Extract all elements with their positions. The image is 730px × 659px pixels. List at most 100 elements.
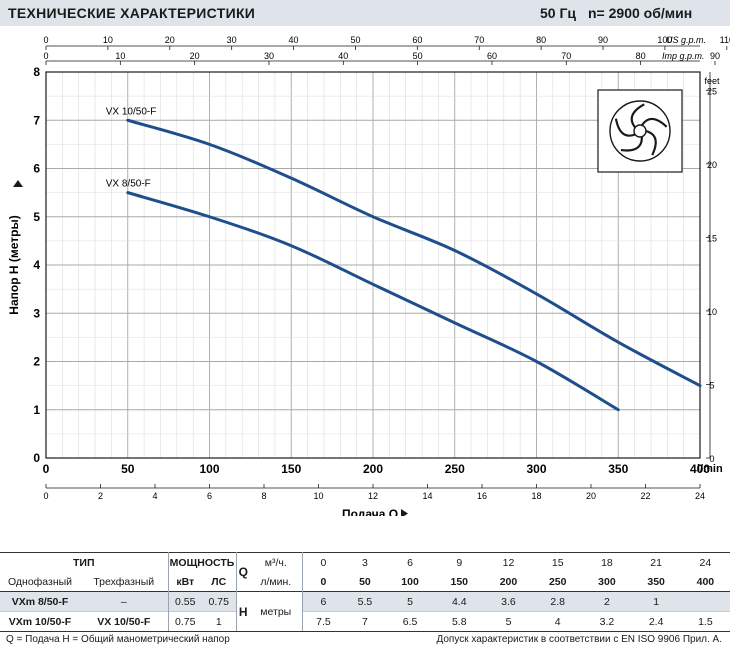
hp-header: ЛС — [202, 572, 237, 592]
us-gpm-tick-label: 30 — [227, 35, 237, 45]
m3h-tick-label: 0 — [43, 491, 48, 501]
impeller-blade — [640, 117, 668, 128]
power-kw: 0.55 — [168, 591, 202, 612]
impeller-blade — [614, 118, 636, 137]
q-unit-m3: м³/ч. — [250, 552, 303, 572]
q-l-cell: 50 — [344, 572, 386, 592]
head-cell: 4.4 — [434, 591, 484, 612]
feet-tick-label: 10 — [707, 307, 717, 317]
head-cell: 6.5 — [385, 611, 435, 632]
y-tick-label: 4 — [33, 258, 40, 272]
y-tick-label: 3 — [33, 306, 40, 320]
spec-table: ТИП МОЩНОСТЬ Q м³/ч. 0 3 6 9 12 15 18 21… — [0, 552, 730, 632]
m3h-tick-label: 16 — [477, 491, 487, 501]
imp-gpm-tick-label: 70 — [561, 51, 571, 61]
us-gpm-tick-label: 50 — [350, 35, 360, 45]
head-cell: 2.4 — [631, 611, 681, 632]
y-tick-label: 5 — [33, 210, 40, 224]
imp-gpm-tick-label: 30 — [264, 51, 274, 61]
y-tick-label: 6 — [33, 162, 40, 176]
q-m3-cell: 21 — [631, 552, 681, 572]
m3h-tick-label: 22 — [640, 491, 650, 501]
impeller-blade — [630, 103, 645, 129]
impeller-hub — [633, 124, 647, 138]
three-phase-header: Трехфазный — [80, 572, 169, 592]
us-gpm-tick-label: 60 — [412, 35, 422, 45]
frequency-label: 50 Гц — [540, 5, 577, 21]
arrow-up-icon — [13, 180, 23, 187]
us-gpm-tick-label: 20 — [165, 35, 175, 45]
y-tick-label: 2 — [33, 355, 40, 369]
x-tick-label: 50 — [121, 462, 135, 476]
arrow-right-icon — [401, 509, 408, 516]
head-cell: 6 — [302, 591, 345, 612]
x-tick-label: 400 — [690, 462, 710, 476]
q-l-cell: 200 — [483, 572, 534, 592]
imp-gpm-tick-label: 10 — [115, 51, 125, 61]
table-row: VXm 8/50-F – 0.55 0.75 H метры 6 5.5 5 4… — [0, 591, 730, 632]
q-m3-cell: 9 — [434, 552, 484, 572]
table-row: VXm 10/50-F VX 10/50-F 0.75 1 7.5 7 6.5 … — [0, 611, 730, 632]
x-tick-label: 100 — [199, 462, 219, 476]
model-single: VXm 8/50-F — [0, 591, 80, 612]
head-cell: 5 — [483, 611, 534, 632]
x-tick-label: 350 — [608, 462, 628, 476]
impeller-blade — [620, 136, 643, 152]
q-unit-l: л/мин. — [250, 572, 303, 592]
q-l-cell: 250 — [533, 572, 583, 592]
m3h-tick-label: 6 — [207, 491, 212, 501]
q-l-cell: 100 — [385, 572, 435, 592]
head-cell: 4 — [533, 611, 583, 632]
impeller-blade — [645, 129, 657, 156]
head-cell — [680, 591, 730, 612]
page-title: ТЕХНИЧЕСКИЕ ХАРАКТЕРИСТИКИ — [8, 5, 256, 21]
model-three: VX 10/50-F — [80, 611, 169, 632]
m3h-tick-label: 10 — [313, 491, 323, 501]
y-tick-label: 8 — [33, 65, 40, 79]
power-kw: 0.75 — [168, 611, 202, 632]
q-l-cell: 350 — [631, 572, 681, 592]
q-m3-cell: 6 — [385, 552, 435, 572]
q-l-cell: 300 — [582, 572, 632, 592]
us-gpm-tick-label: 100 — [657, 35, 672, 45]
head-cell: 7 — [344, 611, 386, 632]
imp-gpm-tick-label: 60 — [487, 51, 497, 61]
h-unit: метры — [250, 591, 303, 632]
feet-tick-label: 20 — [707, 160, 717, 170]
q-l-cell: 400 — [680, 572, 730, 592]
q-label: Q — [236, 552, 250, 592]
head-cell: 5.5 — [344, 591, 386, 612]
spec-table-wrapper: ТИП МОЩНОСТЬ Q м³/ч. 0 3 6 9 12 15 18 21… — [0, 552, 730, 632]
m3h-tick-label: 14 — [422, 491, 432, 501]
plot-frame — [45, 71, 701, 459]
x-tick-label: 0 — [43, 462, 50, 476]
feet-unit-label: feet — [704, 76, 720, 86]
q-m3-cell: 3 — [344, 552, 386, 572]
x-tick-label: 150 — [281, 462, 301, 476]
q-l-cell: 0 — [302, 572, 345, 592]
y-tick-label: 1 — [33, 403, 40, 417]
feet-tick-label: 0 — [709, 454, 714, 464]
us-gpm-tick-label: 90 — [598, 35, 608, 45]
imp-gpm-tick-label: 90 — [710, 51, 720, 61]
us-gpm-tick-label: 110 — [720, 35, 730, 45]
us-gpm-tick-label: 40 — [289, 35, 299, 45]
footer-note: Допуск характеристик в соответствии с EN… — [436, 634, 722, 645]
feet-tick-label: 15 — [707, 233, 717, 243]
speed-label: n= 2900 об/мин — [588, 5, 693, 21]
imp-gpm-tick-label: 0 — [43, 51, 48, 61]
footer-legend: Q = Подача H = Общий манометрический нап… — [6, 634, 230, 645]
head-cell: 5 — [385, 591, 435, 612]
feet-tick-label: 25 — [707, 86, 717, 96]
head-cell: 2.8 — [533, 591, 583, 612]
head-cell: 3.2 — [582, 611, 632, 632]
series-line — [126, 118, 702, 388]
h-label: H — [236, 591, 250, 632]
us-gpm-tick-label: 0 — [43, 35, 48, 45]
table-header-row-2: Однофазный Трехфазный кВт ЛС л/мин. 0 50… — [0, 572, 730, 592]
series-label: VX 8/50-F — [106, 179, 151, 190]
head-cell: 7.5 — [302, 611, 345, 632]
power-hp: 1 — [202, 611, 237, 632]
head-cell: 1.5 — [680, 611, 730, 632]
